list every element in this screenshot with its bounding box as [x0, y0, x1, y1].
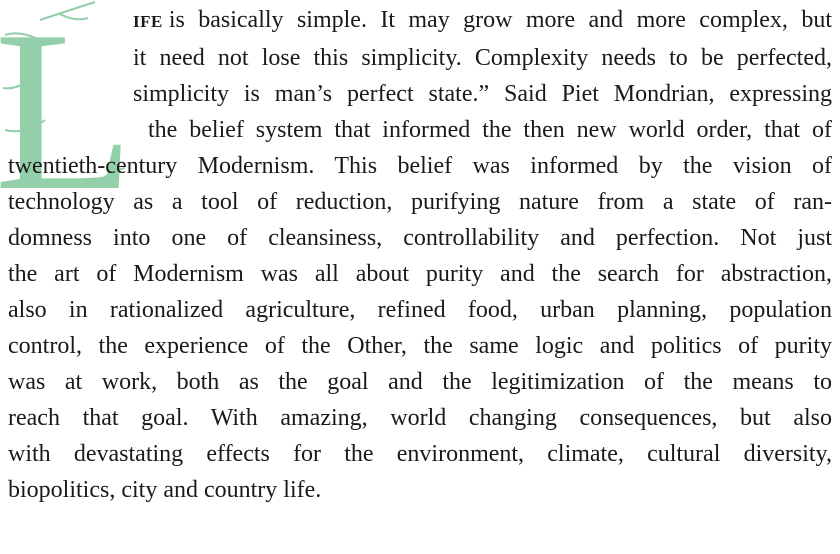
text-line: domness into one of cleansiness, control…	[8, 220, 832, 256]
line-text: twentieth-century Modernism. This belief…	[8, 153, 832, 179]
line-text: simplicity is man’s perfect state.” Said…	[133, 81, 832, 107]
text-line: it need not lose this simplicity. Comple…	[133, 40, 832, 76]
line-text: is basically simple. It may grow more an…	[169, 7, 832, 33]
text-line: the art of Modernism was all about purit…	[8, 256, 832, 292]
text-line: simplicity is man’s perfect state.” Said…	[133, 76, 832, 112]
line-text: with devastating effects for the environ…	[8, 441, 832, 467]
line-text: also in rationalized agriculture, refine…	[8, 297, 832, 323]
line-text: the belief system that informed the then…	[148, 117, 832, 143]
line-text: the art of Modernism was all about purit…	[8, 261, 832, 287]
line-text: it need not lose this simplicity. Comple…	[133, 45, 832, 71]
line-text: domness into one of cleansiness, control…	[8, 225, 832, 251]
line-text: reach that goal. With amazing, world cha…	[8, 405, 832, 431]
paragraph: IFE is basically simple. It may grow more…	[8, 2, 832, 508]
text-line: twentieth-century Modernism. This belief…	[8, 148, 832, 184]
line-text: control, the experience of the Other, th…	[8, 333, 832, 359]
text-line: with devastating effects for the environ…	[8, 436, 832, 472]
line-text: biopolitics, city and country life.	[8, 477, 321, 503]
text-line: IFE is basically simple. It may grow more…	[133, 2, 832, 40]
text-line: was at work, both as the goal and the le…	[8, 364, 832, 400]
text-line: control, the experience of the Other, th…	[8, 328, 832, 364]
text-line: reach that goal. With amazing, world cha…	[8, 400, 832, 436]
text-line: biopolitics, city and country life.	[8, 472, 832, 508]
text-line: also in rationalized agriculture, refine…	[8, 292, 832, 328]
text-line: the belief system that informed the then…	[148, 112, 832, 148]
line-text: was at work, both as the goal and the le…	[8, 369, 832, 395]
text-line: technology as a tool of reduction, purif…	[8, 184, 832, 220]
page: L IFEis basically simple. It may grow mo…	[0, 0, 840, 554]
line-text: technology as a tool of reduction, purif…	[8, 189, 832, 215]
lead-word: IFE	[133, 12, 163, 31]
